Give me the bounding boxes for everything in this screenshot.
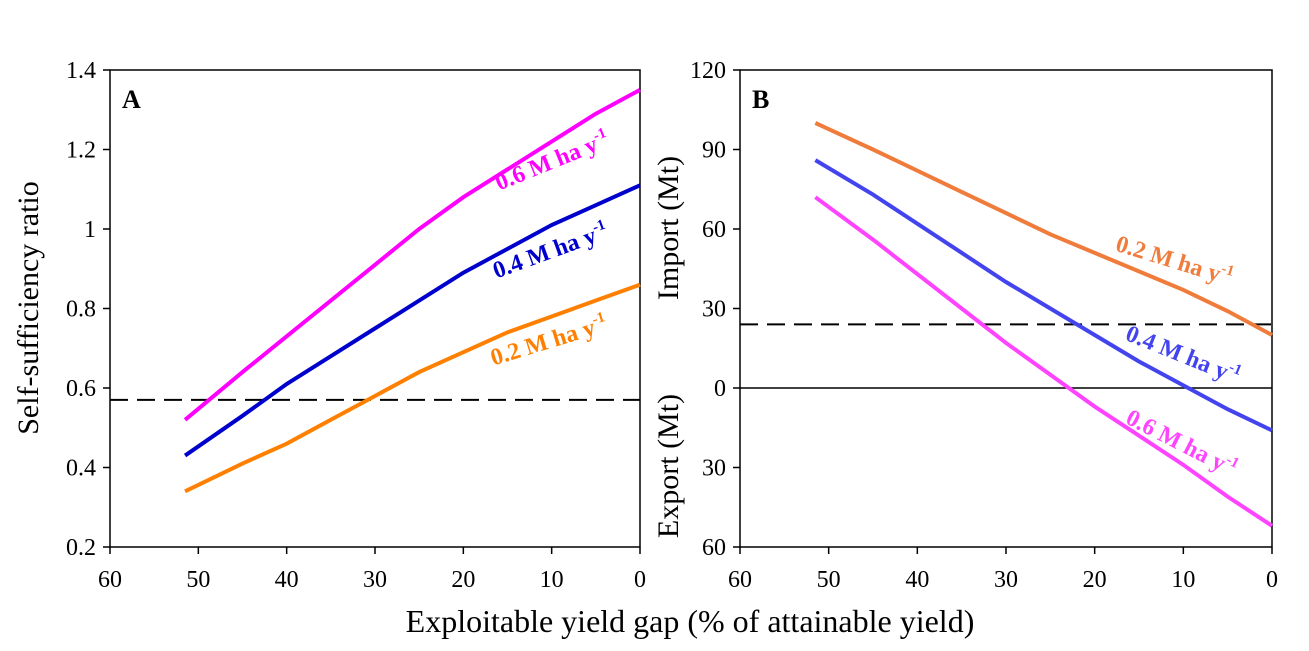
y-tick-label: 0.2 [66,535,96,561]
data-line [183,183,641,458]
y-tick-label: 0.4 [66,456,96,482]
y-tick-label: 1 [84,217,96,243]
x-tick-label: 60 [728,567,752,593]
x-tick-label: 40 [275,567,299,593]
series-name: 0.4 M ha y [490,223,600,284]
y-tick-label: 0.8 [66,297,96,323]
series-name-sup: -1 [1219,261,1236,280]
x-tick-label: 20 [1083,567,1107,593]
series-name: 0.2 M ha y [488,315,599,371]
x-tick-label: 30 [994,567,1018,593]
y-tick-label: 30 [702,456,726,482]
y-tick-label: 120 [690,58,726,84]
x-tick-label: 30 [363,567,387,593]
plot-frame [109,69,641,548]
data-line [183,88,641,422]
y-axis-label: Self-sufficiency ratio [12,181,45,435]
y-tick-label: 0 [714,376,726,402]
y-tick-label: 60 [702,217,726,243]
series-label: 0.2 M ha y-1 [1113,229,1236,291]
series-name: 0.2 M ha y [1113,231,1224,287]
x-tick-label: 0 [1266,567,1278,593]
series-name: 0.6 M ha y [492,132,602,197]
x-axis-label: Exploitable yield gap (% of attainable y… [406,603,975,639]
series-name-sup: -1 [590,309,607,328]
y-tick-label: 60 [702,535,726,561]
y-tick-label: 1.2 [66,138,96,164]
x-tick-label: 50 [186,567,210,593]
x-tick-label: 10 [1171,567,1195,593]
y-tick-label: 1.4 [66,58,96,84]
plot-frame [739,69,1273,548]
series-name-sup: -1 [591,125,609,145]
x-tick-label: 40 [905,567,929,593]
series-name-sup: -1 [590,217,607,236]
y-axis-label: Export (Mt) [652,394,685,538]
panel-label: A [122,85,141,114]
x-tick-label: 0 [634,567,646,593]
series-label: 0.6 M ha y-1 [1122,403,1242,483]
data-line [184,282,641,494]
panel-label: B [752,85,769,114]
series-name-sup: -1 [1227,359,1245,379]
x-tick-label: 50 [817,567,841,593]
y-tick-label: 90 [702,138,726,164]
series-name: 0.6 M ha y [1122,405,1230,477]
series-label: 0.6 M ha y-1 [491,125,613,196]
data-line [814,158,1273,433]
y-tick-label: 30 [702,297,726,323]
data-line [814,121,1273,337]
series-label: 0.4 M ha y-1 [1122,319,1244,390]
y-axis-label: Import (Mt) [652,156,685,300]
x-tick-label: 10 [540,567,564,593]
x-tick-label: 60 [98,567,122,593]
x-tick-label: 20 [451,567,475,593]
y-tick-label: 0.6 [66,376,96,402]
series-name: 0.4 M ha y [1122,321,1232,386]
data-line [814,195,1274,528]
